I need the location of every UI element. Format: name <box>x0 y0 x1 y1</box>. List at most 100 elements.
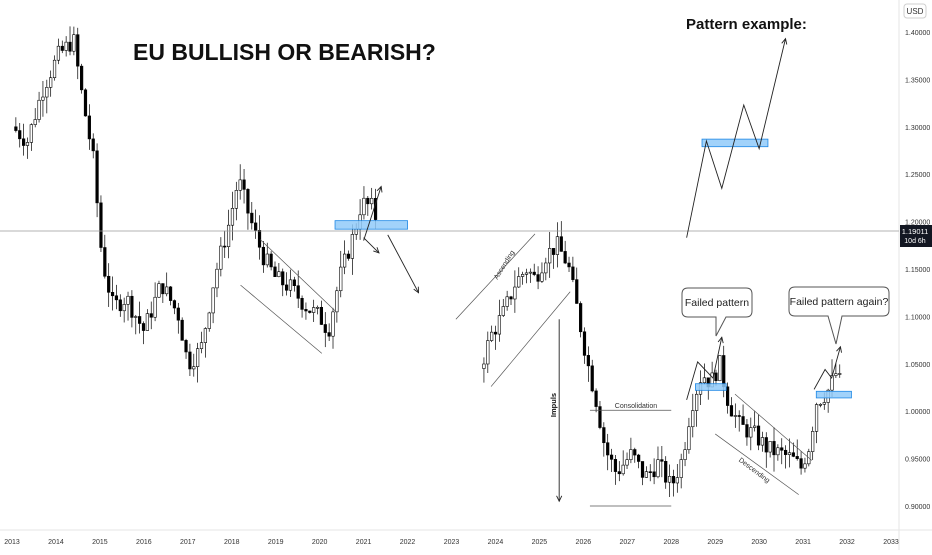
candle-body <box>49 77 53 88</box>
candle-body <box>76 34 80 67</box>
candle-body <box>683 449 687 460</box>
candle-body <box>602 427 606 444</box>
y-tick-label: 1.20000 <box>905 220 930 227</box>
candle-body <box>130 295 134 318</box>
candle-body <box>211 287 215 314</box>
candle-body <box>350 234 354 259</box>
candle-body <box>528 271 532 274</box>
candle-body <box>52 59 57 79</box>
candle-body <box>219 245 223 270</box>
candle-body <box>768 441 772 453</box>
candle-body <box>215 268 219 289</box>
candle-body <box>691 410 695 428</box>
candle-body <box>648 471 652 473</box>
ascending-channel-upper <box>455 233 536 320</box>
ascending-channel-lower <box>490 291 571 387</box>
path-2021-down-2-head <box>413 286 420 294</box>
candle-body <box>327 332 331 337</box>
time-axis[interactable]: 2013 2014 2015 2016 2017 2018 2019 2020 2021 2022… <box>4 539 899 546</box>
candle-body <box>37 99 41 120</box>
candle-body <box>134 316 138 318</box>
candle-body <box>571 266 575 280</box>
candle-body <box>343 253 347 268</box>
candle-body <box>304 309 308 312</box>
candle-body <box>524 272 529 275</box>
candle-body <box>153 296 157 318</box>
candle-body <box>532 271 536 275</box>
candle-body <box>563 251 567 264</box>
candle-body <box>656 459 660 478</box>
candle-body <box>80 65 84 91</box>
candle-body <box>184 340 188 353</box>
candle-body <box>787 452 792 455</box>
candle-body <box>207 312 211 329</box>
candle-body <box>308 310 312 313</box>
candle-body <box>335 290 339 313</box>
candle-body <box>22 138 26 146</box>
candle-body <box>60 45 64 51</box>
x-tick-label: 2030 <box>751 539 767 546</box>
candle-body <box>29 124 33 143</box>
y-tick-label: 0.90000 <box>905 504 930 511</box>
path-failed-again <box>813 346 841 390</box>
candle-body <box>99 202 103 248</box>
candle-body <box>725 386 730 406</box>
impulse-arrow-head <box>556 495 563 503</box>
candle-body <box>346 253 351 259</box>
path-2021-up-head <box>376 185 383 193</box>
descending-channel-2-upper <box>734 393 813 461</box>
candle-body <box>753 425 757 428</box>
candle-body <box>25 142 30 146</box>
candle-body <box>64 41 68 51</box>
candle-body <box>791 452 795 457</box>
candle-body <box>490 331 494 341</box>
candle-body <box>493 331 498 335</box>
candle-body <box>567 262 571 268</box>
candle-body <box>246 189 250 214</box>
candle-body <box>679 459 683 478</box>
y-tick-label: 1.40000 <box>905 30 930 37</box>
candle-body <box>366 197 370 205</box>
candle-body <box>269 253 273 268</box>
candle-body <box>292 279 296 287</box>
x-tick-label: 2020 <box>312 539 328 546</box>
candle-body <box>749 427 753 438</box>
descending-channel-upper <box>260 239 336 311</box>
candle-body <box>795 456 799 459</box>
candle-body <box>575 279 579 304</box>
candle-body <box>273 266 277 277</box>
candle-body <box>687 426 691 450</box>
candle-body <box>126 295 130 305</box>
candle-body <box>234 190 238 209</box>
candle-body <box>203 328 207 343</box>
candle-body <box>277 271 281 277</box>
candle-body <box>671 476 676 484</box>
path-failed <box>686 337 723 400</box>
candle-body <box>284 284 289 291</box>
candle-body <box>505 296 509 307</box>
candle-body <box>242 179 246 190</box>
candle-body <box>501 306 505 316</box>
candle-body <box>87 115 91 140</box>
candle-body <box>138 316 142 324</box>
candle-body <box>660 459 664 462</box>
candle-body <box>644 471 648 478</box>
candle-body <box>56 45 61 61</box>
x-tick-label: 2028 <box>663 539 679 546</box>
candle-body <box>811 431 815 452</box>
candle-body <box>230 208 235 226</box>
candle-body <box>760 437 765 446</box>
x-tick-label: 2033 <box>883 539 899 546</box>
candle-body <box>784 449 788 455</box>
candle-body <box>818 403 823 406</box>
candle-body <box>281 271 285 286</box>
candle-body <box>609 454 614 460</box>
price-axis[interactable]: 1.40000 1.35000 1.30000 1.25000 1.20000 1.150… <box>905 30 930 511</box>
y-tick-label: 1.00000 <box>905 409 930 416</box>
candle-body <box>145 313 149 331</box>
candle-body <box>296 285 300 299</box>
currency-badge[interactable] <box>903 3 927 19</box>
candle-body <box>168 286 173 301</box>
